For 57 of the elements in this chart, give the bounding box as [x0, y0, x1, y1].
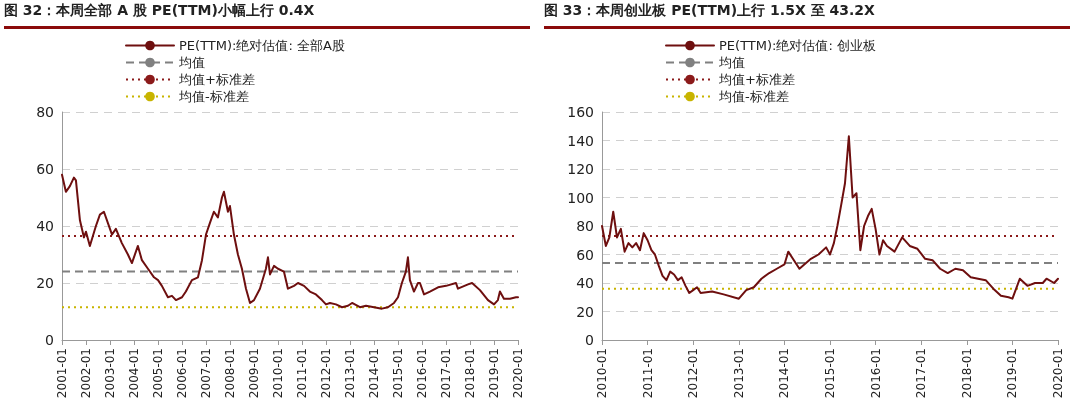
x-tick-label: 2004-01	[126, 348, 141, 399]
x-tick-label: 2015-01	[823, 348, 837, 399]
y-tick-label: 140	[567, 132, 594, 149]
x-tick-label: 2018-01	[463, 348, 478, 399]
x-tick-label: 2014-01	[777, 348, 792, 399]
x-tick-label: 2020-01	[511, 348, 525, 399]
legend-label: 均值	[718, 55, 745, 70]
x-tick-label: 2007-01	[198, 348, 213, 399]
x-tick-label: 2016-01	[868, 348, 883, 399]
y-tick-label: 60	[36, 161, 54, 177]
x-tick-label: 2012-01	[318, 348, 333, 399]
y-tick-label: 100	[567, 189, 594, 206]
legend-label: 均值+标准差	[178, 72, 255, 87]
legend-label: 均值-标准差	[718, 89, 789, 104]
x-tick-label: 2008-01	[222, 348, 237, 399]
x-tick-label: 2020-01	[1051, 348, 1065, 399]
y-tick-label: 0	[585, 332, 594, 348]
x-tick-label: 2009-01	[247, 348, 262, 399]
x-tick-label: 2017-01	[439, 348, 454, 399]
x-tick-label: 2001-01	[55, 348, 69, 399]
y-tick-label: 80	[576, 218, 594, 234]
x-tick-label: 2006-01	[175, 348, 189, 399]
line-series	[61, 173, 519, 310]
y-tick-label: 20	[576, 303, 594, 320]
chart-title: 图 32：本周全部 A 股 PE(TTM)小幅上行 0.4X	[4, 2, 530, 29]
legend-label: PE(TTM):绝对估值: 全部A股	[179, 38, 345, 53]
y-tick-label: 40	[576, 275, 594, 291]
x-tick-label: 2002-01	[78, 348, 93, 399]
x-tick-label: 2013-01	[343, 348, 358, 399]
legend-label: 均值-标准差	[178, 89, 249, 104]
y-tick-label: 20	[36, 275, 54, 291]
legend-label: 均值+标准差	[718, 72, 795, 87]
x-tick-label: 2005-01	[151, 348, 166, 399]
y-tick-label: 120	[567, 161, 594, 177]
y-tick-label: 60	[576, 246, 594, 263]
x-tick-label: 2011-01	[294, 348, 309, 399]
x-tick-label: 2016-01	[414, 348, 429, 399]
y-tick-label: 0	[45, 332, 54, 348]
x-tick-label: 2010-01	[271, 348, 286, 399]
chart-title: 图 33：本周创业板 PE(TTM)上行 1.5X 至 43.2X	[544, 2, 1070, 29]
x-tick-label: 2018-01	[959, 348, 974, 399]
x-tick-label: 2013-01	[731, 348, 746, 399]
line-series	[601, 135, 1059, 300]
x-tick-label: 2003-01	[102, 348, 117, 399]
x-tick-label: 2014-01	[367, 348, 382, 399]
x-tick-label: 2019-01	[487, 348, 502, 399]
x-tick-label: 2017-01	[914, 348, 929, 399]
y-tick-label: 80	[36, 104, 54, 120]
x-tick-label: 2012-01	[686, 348, 701, 399]
legend-label: PE(TTM):绝对估值: 创业板	[719, 38, 876, 53]
x-tick-label: 2019-01	[1005, 348, 1020, 399]
x-tick-label: 2015-01	[391, 348, 405, 399]
x-tick-label: 2010-01	[595, 348, 609, 399]
y-tick-label: 40	[36, 218, 54, 234]
y-tick-label: 160	[567, 104, 594, 120]
legend-label: 均值	[178, 55, 205, 70]
x-tick-label: 2011-01	[640, 348, 655, 399]
